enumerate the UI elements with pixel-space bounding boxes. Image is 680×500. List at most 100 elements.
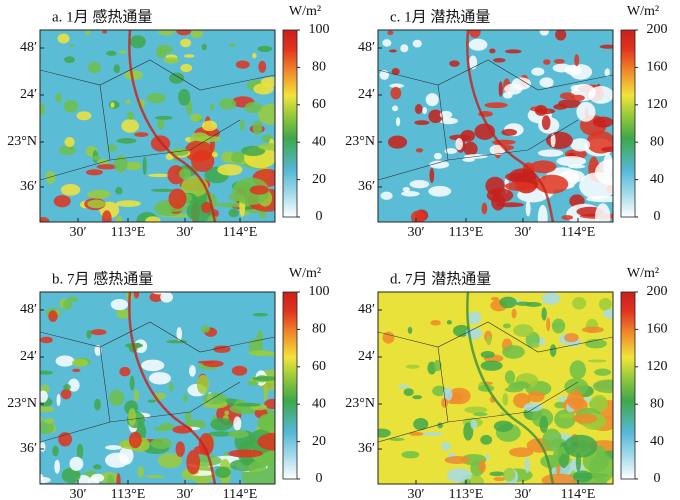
map-texture [524,456,530,473]
map [378,292,613,484]
map-texture [244,102,262,114]
map-texture [523,402,543,412]
map-texture [257,415,275,432]
map-texture [215,466,231,479]
y-tick-label: 23°N [345,396,375,411]
map-texture [228,449,264,458]
colorbar-tick-label: 40 [650,172,664,187]
map-texture [257,143,275,151]
map-texture [40,336,53,344]
map-texture [508,447,534,458]
map-texture [258,60,267,73]
map-texture [537,149,564,157]
map-texture [85,169,103,176]
map-frame [377,29,614,223]
map-texture [247,380,259,386]
map-texture [116,309,130,319]
colorbar-unit: W/m² [627,4,659,19]
map-texture [425,93,439,107]
map-texture [563,434,598,458]
map-texture [592,116,613,128]
colorbar-tick-label: 160 [647,60,668,75]
colorbar-tick-label: 60 [312,97,326,112]
map-texture [530,160,557,174]
map-texture [68,378,80,392]
map-texture [202,360,224,368]
map-texture [493,477,506,482]
map-texture [257,432,275,451]
map-texture [72,368,81,373]
map-texture [252,313,269,317]
panel-title: d. 7月 潜热通量 [390,270,491,287]
map-texture [531,67,545,76]
map-texture [515,301,532,306]
map-texture [157,30,176,36]
river [466,292,555,484]
map-texture [569,360,587,380]
map-texture [76,443,84,460]
map-texture [180,38,192,48]
map-texture [147,173,171,178]
x-tick-label: 113°E [449,225,484,240]
map-texture [387,135,408,149]
map-texture [87,476,100,484]
map-frame [377,291,614,485]
map-texture [462,157,475,162]
map-texture [604,68,610,77]
map-texture [446,468,472,483]
map-texture [412,39,422,48]
map-texture [102,210,112,222]
map-texture [119,366,131,377]
map-texture [504,49,522,54]
map-texture [501,128,518,136]
colorbar-tick-label: 0 [654,209,661,224]
map-texture [551,318,566,334]
map-texture [235,60,250,69]
y-tick-label: 23°N [345,134,375,149]
colorbar-unit: W/m² [289,266,321,281]
colorbar [620,291,636,480]
map-texture [113,64,121,74]
map-texture [239,119,245,131]
map-texture [403,388,414,396]
map-texture [380,191,393,200]
map-texture [389,437,405,441]
map-texture [184,410,192,423]
colorbar-unit: W/m² [289,4,321,19]
map-texture [428,109,443,124]
map-texture [217,164,243,176]
map-texture [541,473,577,484]
map-texture [170,148,189,156]
map-texture [40,217,50,222]
map-texture [76,111,92,121]
map-texture [248,461,267,476]
map-texture [587,359,607,363]
y-tick-label: 23°N [7,396,37,411]
map-texture [175,441,186,457]
map-texture [166,339,188,344]
map-texture [444,456,470,464]
map-texture [441,397,449,408]
colorbar-tick-label: 0 [654,471,661,486]
map-texture [167,165,185,185]
map-texture [56,393,61,407]
map-texture [543,59,551,65]
map-texture [145,216,161,222]
y-tick-label: 36′ [20,179,37,194]
map-texture [152,292,166,295]
y-tick-label: 48′ [20,302,37,317]
map-texture [388,49,397,53]
map-texture [87,189,111,199]
x-tick-label: 30′ [69,487,86,500]
map-texture [504,181,535,191]
map-texture [229,42,236,47]
map-texture [489,144,506,155]
colorbar-tick-label: 120 [647,359,668,374]
y-tick-label: 36′ [358,441,375,456]
map-texture [55,93,63,103]
colorbar-tick-label: 0 [316,209,323,224]
map-texture [160,292,174,303]
map-texture [486,335,492,346]
map-texture [64,56,75,64]
boundary [378,59,613,181]
